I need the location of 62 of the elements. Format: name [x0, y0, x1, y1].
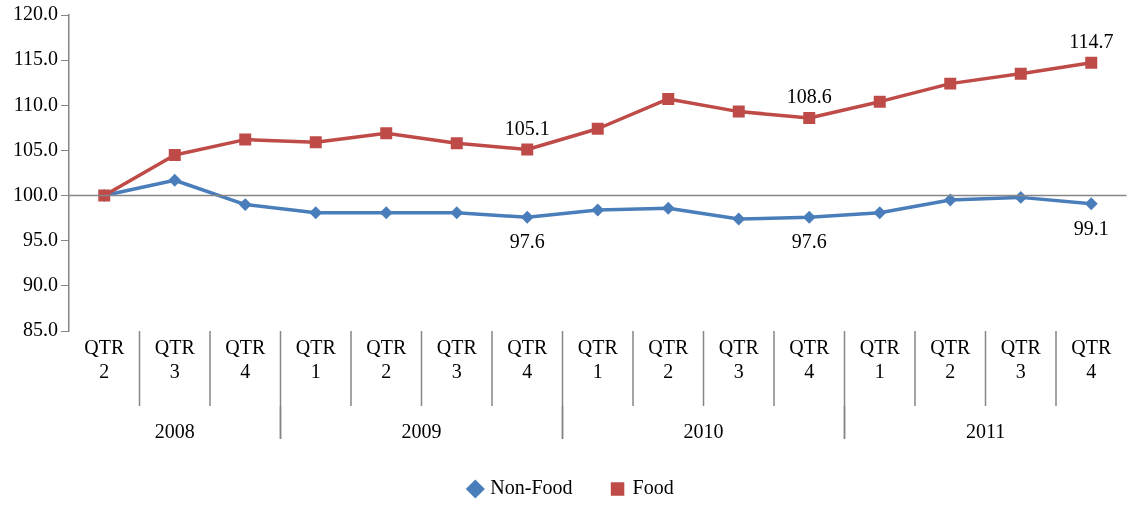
point [874, 206, 886, 219]
y-tick-label: 100.0 [13, 182, 58, 205]
x-tick-label: QTR 4 [1071, 336, 1112, 383]
point [239, 198, 251, 211]
point [521, 143, 534, 156]
x-tick-label: QTR 3 [1000, 336, 1042, 383]
y-tick-label: 90.0 [23, 273, 58, 296]
point [1085, 197, 1097, 210]
y-tick-label: 105.0 [13, 137, 58, 160]
x-tick-label: QTR 2 [648, 336, 689, 383]
point [310, 206, 322, 219]
point [380, 127, 393, 140]
point [1014, 67, 1027, 80]
text: 2011 [965, 420, 1006, 443]
data-label: 105.1 [504, 116, 550, 139]
point [592, 204, 604, 216]
point [944, 77, 957, 90]
point [803, 111, 816, 124]
data-label: 108.6 [786, 85, 832, 108]
x-tick-label: QTR 2 [930, 336, 971, 383]
point [380, 206, 392, 219]
data-label: 97.6 [791, 230, 827, 253]
data-label: 114.7 [1069, 30, 1114, 53]
x-tick-label: QTR 3 [154, 336, 196, 383]
point [309, 136, 322, 149]
point [662, 92, 675, 105]
point [873, 95, 886, 108]
y-tick-label: 95.0 [23, 227, 58, 250]
point [944, 194, 956, 206]
text: 2008 [154, 420, 195, 443]
x-tick-label: QTR 4 [225, 336, 266, 383]
y-tick-label: 120.0 [13, 2, 58, 25]
point [521, 211, 533, 223]
point [1085, 56, 1098, 69]
x-tick-label: QTR 3 [718, 336, 760, 383]
x-tick-label: QTR 1 [577, 336, 619, 383]
point [662, 202, 674, 214]
point [169, 174, 181, 186]
point [591, 122, 604, 135]
point [733, 213, 745, 225]
point [803, 211, 815, 223]
x-tick-label: QTR 2 [84, 336, 125, 383]
point [168, 148, 181, 161]
text: 2010 [683, 420, 724, 443]
point [450, 137, 463, 150]
point [239, 133, 252, 146]
x-tick-label: QTR 4 [789, 336, 830, 383]
x-tick-label: QTR 2 [366, 336, 407, 383]
x-tick-label: QTR 3 [436, 336, 478, 383]
text: 2009 [401, 420, 442, 443]
legend-label: Food [632, 476, 674, 499]
x-tick-label: QTR 4 [507, 336, 548, 383]
point [451, 206, 463, 219]
y-tick-label: 85.0 [23, 318, 58, 341]
y-tick-label: 110.0 [13, 92, 58, 115]
data-label: 97.6 [509, 230, 545, 253]
point [732, 105, 745, 118]
data-label: 99.1 [1073, 216, 1109, 239]
legend-label: Non-Food [490, 476, 573, 499]
x-tick-label: QTR 1 [859, 336, 901, 383]
y-tick-label: 115.0 [13, 47, 58, 70]
x-tick-label: QTR 1 [295, 336, 337, 383]
